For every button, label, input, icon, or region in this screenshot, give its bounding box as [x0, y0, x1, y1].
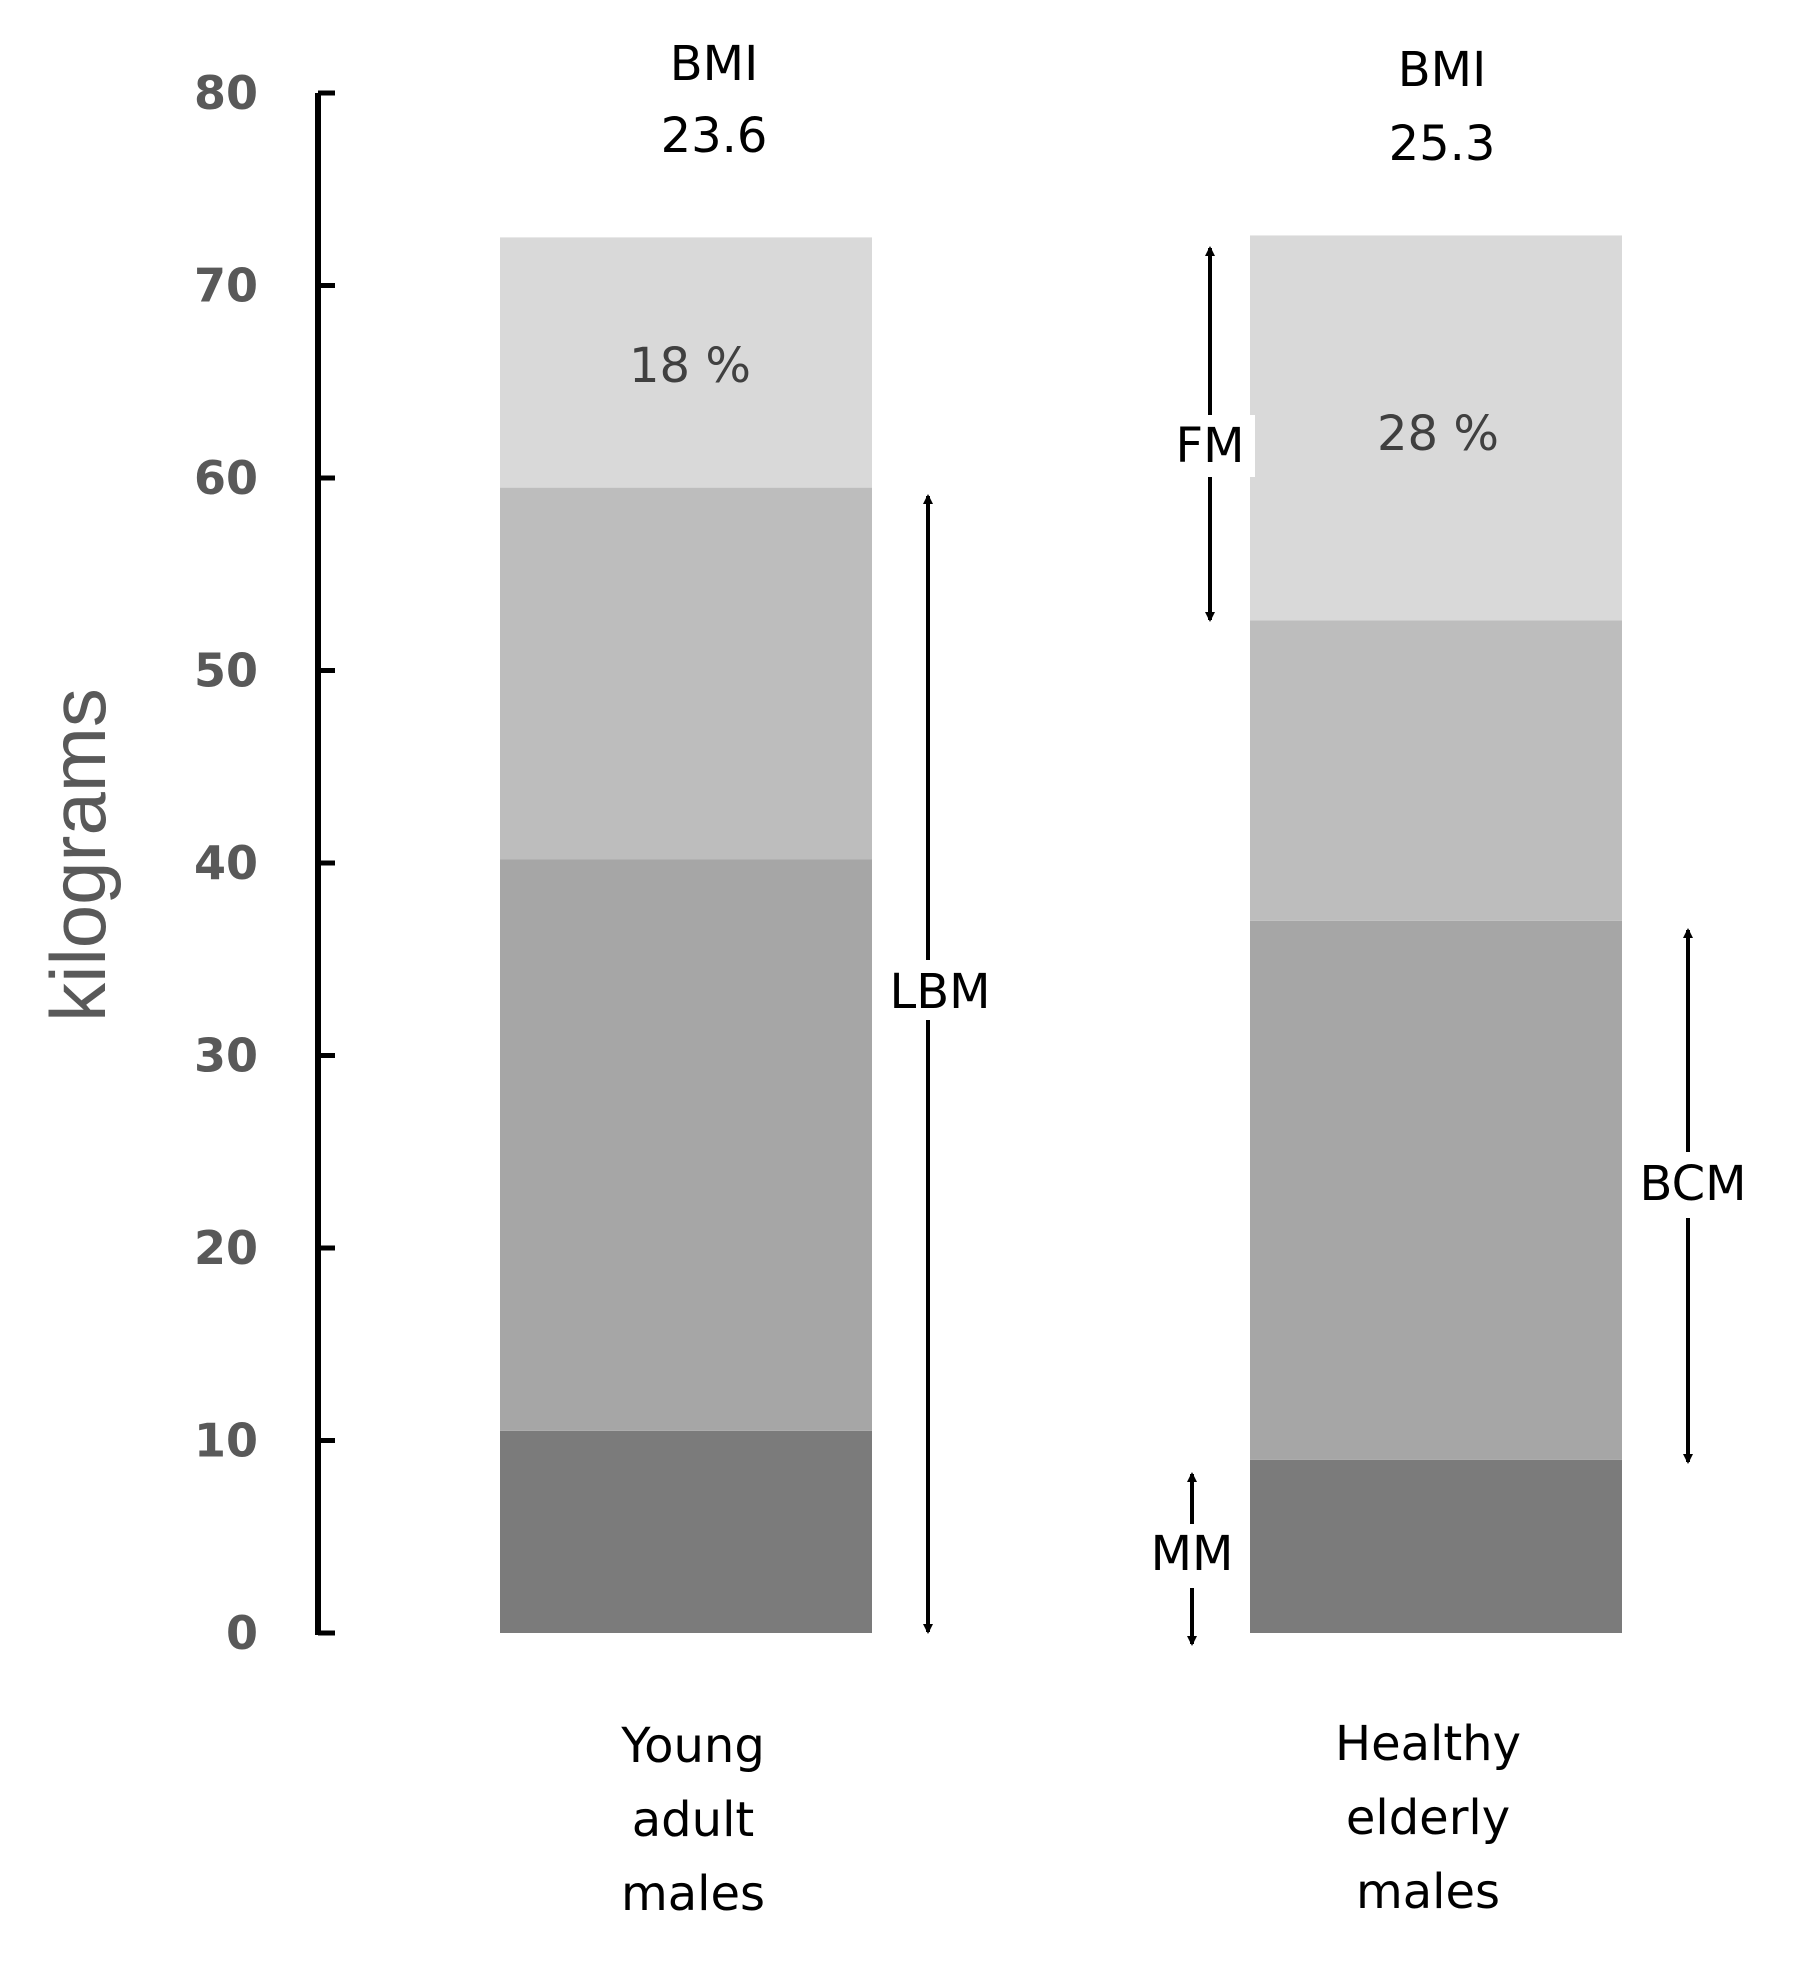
bcm-label: BCM: [1639, 1156, 1746, 1212]
y-tick-label: 80: [194, 66, 258, 120]
bmi-value-elderly: 25.3: [1389, 116, 1496, 172]
annotation-fm: FM: [1165, 246, 1255, 622]
category-line: adult: [632, 1792, 754, 1848]
bar-segment-body-cell-mass: [1250, 920, 1622, 1460]
category-line: elderly: [1346, 1790, 1510, 1846]
stacked-bars: [500, 235, 1622, 1633]
annotation-bcm: BCM: [1632, 928, 1750, 1464]
y-tick-label: 70: [194, 259, 258, 313]
category-line: males: [1356, 1864, 1500, 1920]
annotation-lbm: LBM: [884, 494, 991, 1634]
bmi-label-young: BMI: [670, 36, 759, 92]
y-tick-label: 0: [226, 1606, 258, 1660]
bmi-labels: BMI 23.6 BMI 25.3: [661, 36, 1496, 172]
fat-percent-elderly: 28 %: [1377, 406, 1499, 462]
bar-segment-body-cell-mass: [500, 859, 872, 1431]
y-tick-label: 20: [194, 1221, 258, 1275]
annotation-mm: MM: [1136, 1472, 1248, 1646]
lbm-label-bg: [884, 960, 978, 1020]
lbm-label: LBM: [889, 964, 990, 1020]
bar-segment-mineral-mass: [1250, 1459, 1622, 1633]
bmi-value-young: 23.6: [661, 108, 768, 164]
fm-label-bg: [1165, 415, 1255, 477]
bar-segment-fat-mass: [500, 237, 872, 488]
bcm-label-bg: [1632, 1152, 1750, 1218]
y-tick-label: 30: [194, 1029, 258, 1083]
y-tick-label: 60: [194, 451, 258, 505]
mm-label: MM: [1151, 1526, 1234, 1582]
y-tick-label: 40: [194, 836, 258, 890]
bar-segment-extracellular: [1250, 620, 1622, 921]
category-line: Healthy: [1335, 1716, 1521, 1772]
y-axis-label: kilograms: [34, 688, 122, 1022]
category-label-young: Young adult males: [620, 1718, 765, 1922]
y-tick-label: 50: [194, 644, 258, 698]
bar-segment-extracellular: [500, 487, 872, 860]
bmi-label-elderly: BMI: [1398, 42, 1487, 98]
y-tick-label: 10: [194, 1414, 258, 1468]
category-line: males: [621, 1866, 765, 1922]
fm-label: FM: [1175, 418, 1244, 474]
category-line: Young: [620, 1718, 765, 1774]
category-label-elderly: Healthy elderly males: [1335, 1716, 1521, 1920]
y-axis-ticks: 0 10 20 30 40 50 60 70 80: [194, 66, 335, 1660]
bar-segment-mineral-mass: [500, 1430, 872, 1633]
y-axis: 0 10 20 30 40 50 60 70 80: [194, 66, 335, 1660]
mm-label-bg: [1136, 1524, 1248, 1588]
fat-percent-young: 18 %: [629, 338, 751, 394]
bar-segment-fat-mass: [1250, 235, 1622, 621]
